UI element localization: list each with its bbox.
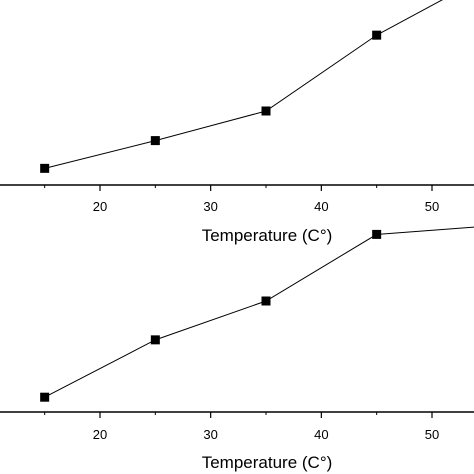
data-point-marker bbox=[40, 392, 50, 402]
data-point-marker bbox=[150, 136, 160, 146]
data-point-marker bbox=[261, 296, 271, 306]
x-tick-label: 50 bbox=[425, 199, 439, 214]
x-tick-label: 40 bbox=[314, 427, 328, 442]
x-tick-label: 30 bbox=[203, 199, 217, 214]
x-axis-label: Temperature (C°) bbox=[202, 226, 333, 245]
x-tick-label: 30 bbox=[203, 427, 217, 442]
panel-bottom: 20 30 40 50 Temperature (C°) bbox=[0, 226, 474, 472]
x-tick-label: 50 bbox=[425, 427, 439, 442]
series-line bbox=[44, 0, 443, 169]
x-axis-label: Temperature (C°) bbox=[202, 453, 333, 472]
series bbox=[40, 0, 443, 173]
data-point-marker bbox=[372, 229, 382, 239]
series bbox=[40, 226, 474, 402]
x-ticks: 20 30 40 50 bbox=[44, 185, 439, 214]
x-tick-label: 40 bbox=[314, 199, 328, 214]
data-point-marker bbox=[372, 30, 382, 40]
x-ticks: 20 30 40 50 bbox=[44, 412, 439, 442]
x-tick-label: 20 bbox=[93, 427, 107, 442]
x-tick-label: 20 bbox=[93, 199, 107, 214]
panel-top: 20 30 40 50 Temperature (C°) bbox=[0, 0, 474, 245]
series-line bbox=[44, 226, 474, 398]
data-point-marker bbox=[150, 335, 160, 345]
data-point-marker bbox=[40, 163, 50, 173]
data-point-marker bbox=[261, 106, 271, 116]
